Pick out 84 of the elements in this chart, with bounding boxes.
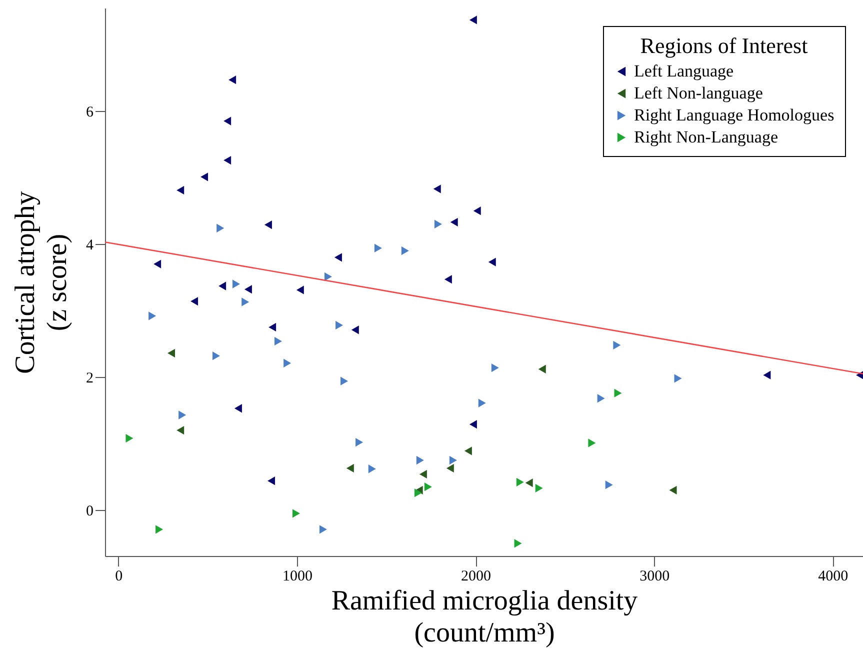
point	[292, 509, 300, 518]
point	[450, 218, 458, 226]
point	[224, 156, 232, 165]
point	[244, 284, 252, 294]
point	[148, 312, 156, 320]
point	[346, 464, 354, 473]
y-tick-label: 6	[86, 104, 94, 121]
point	[588, 438, 596, 448]
point	[190, 296, 198, 306]
point	[176, 186, 184, 195]
x-tick-label: 4000	[818, 568, 848, 584]
point	[434, 220, 442, 228]
legend-label: Right Non-Language	[634, 128, 778, 146]
point	[154, 260, 162, 268]
point	[200, 172, 208, 182]
point	[433, 184, 441, 194]
y-tick-label: 2	[86, 370, 94, 387]
point	[473, 206, 481, 216]
x-tick-label: 3000	[640, 568, 670, 584]
legend-label: Left Language	[634, 62, 734, 80]
point	[464, 446, 472, 456]
point	[274, 336, 282, 346]
point	[324, 272, 332, 282]
point	[319, 525, 327, 534]
point	[356, 438, 364, 447]
point	[218, 282, 226, 290]
y-axis-title: Cortical atrophy (z score)	[10, 191, 73, 374]
point	[167, 348, 175, 358]
point	[224, 116, 232, 126]
point	[449, 456, 457, 465]
point	[488, 258, 496, 266]
point	[228, 75, 236, 84]
legend-label: Right Language Homologues	[634, 106, 834, 124]
y-tick-label: 4	[86, 238, 94, 254]
y-tick-label: 0	[86, 504, 94, 520]
point	[469, 16, 477, 24]
point	[597, 394, 605, 403]
point	[340, 376, 348, 386]
point	[669, 486, 677, 494]
point	[613, 340, 621, 350]
point	[516, 478, 524, 487]
point	[368, 464, 376, 474]
point	[268, 322, 276, 332]
point	[374, 244, 382, 252]
point	[242, 298, 250, 306]
point	[424, 482, 432, 492]
point	[514, 539, 522, 548]
point	[401, 246, 409, 256]
point	[605, 480, 613, 490]
point	[267, 476, 275, 486]
point	[234, 404, 242, 413]
point	[216, 224, 224, 232]
point	[212, 351, 220, 360]
point	[614, 388, 622, 398]
x-axis-title: Ramified microglia density (count/mm³)	[331, 586, 638, 648]
point	[232, 280, 240, 288]
point	[176, 426, 184, 435]
point	[469, 420, 477, 429]
point	[763, 370, 771, 380]
point	[416, 456, 424, 465]
point	[178, 410, 186, 420]
point	[334, 253, 342, 262]
point	[525, 478, 533, 488]
point	[351, 326, 359, 334]
point	[126, 434, 134, 443]
point	[296, 286, 304, 294]
point	[419, 470, 427, 479]
point	[284, 358, 292, 368]
point	[444, 275, 452, 284]
point	[264, 220, 272, 230]
point	[535, 484, 543, 492]
point	[414, 488, 422, 498]
x-tick-label: 2000	[461, 568, 492, 584]
x-tick-label: 0	[115, 568, 123, 584]
point	[491, 363, 499, 372]
point	[336, 320, 344, 330]
legend-title: Regions of Interest	[640, 33, 808, 58]
point	[674, 374, 682, 383]
legend-label: Left Non-language	[634, 84, 763, 102]
point	[446, 464, 454, 473]
point	[156, 525, 164, 534]
x-tick-label: 1000	[282, 568, 312, 584]
point	[538, 364, 546, 374]
point	[478, 398, 486, 408]
